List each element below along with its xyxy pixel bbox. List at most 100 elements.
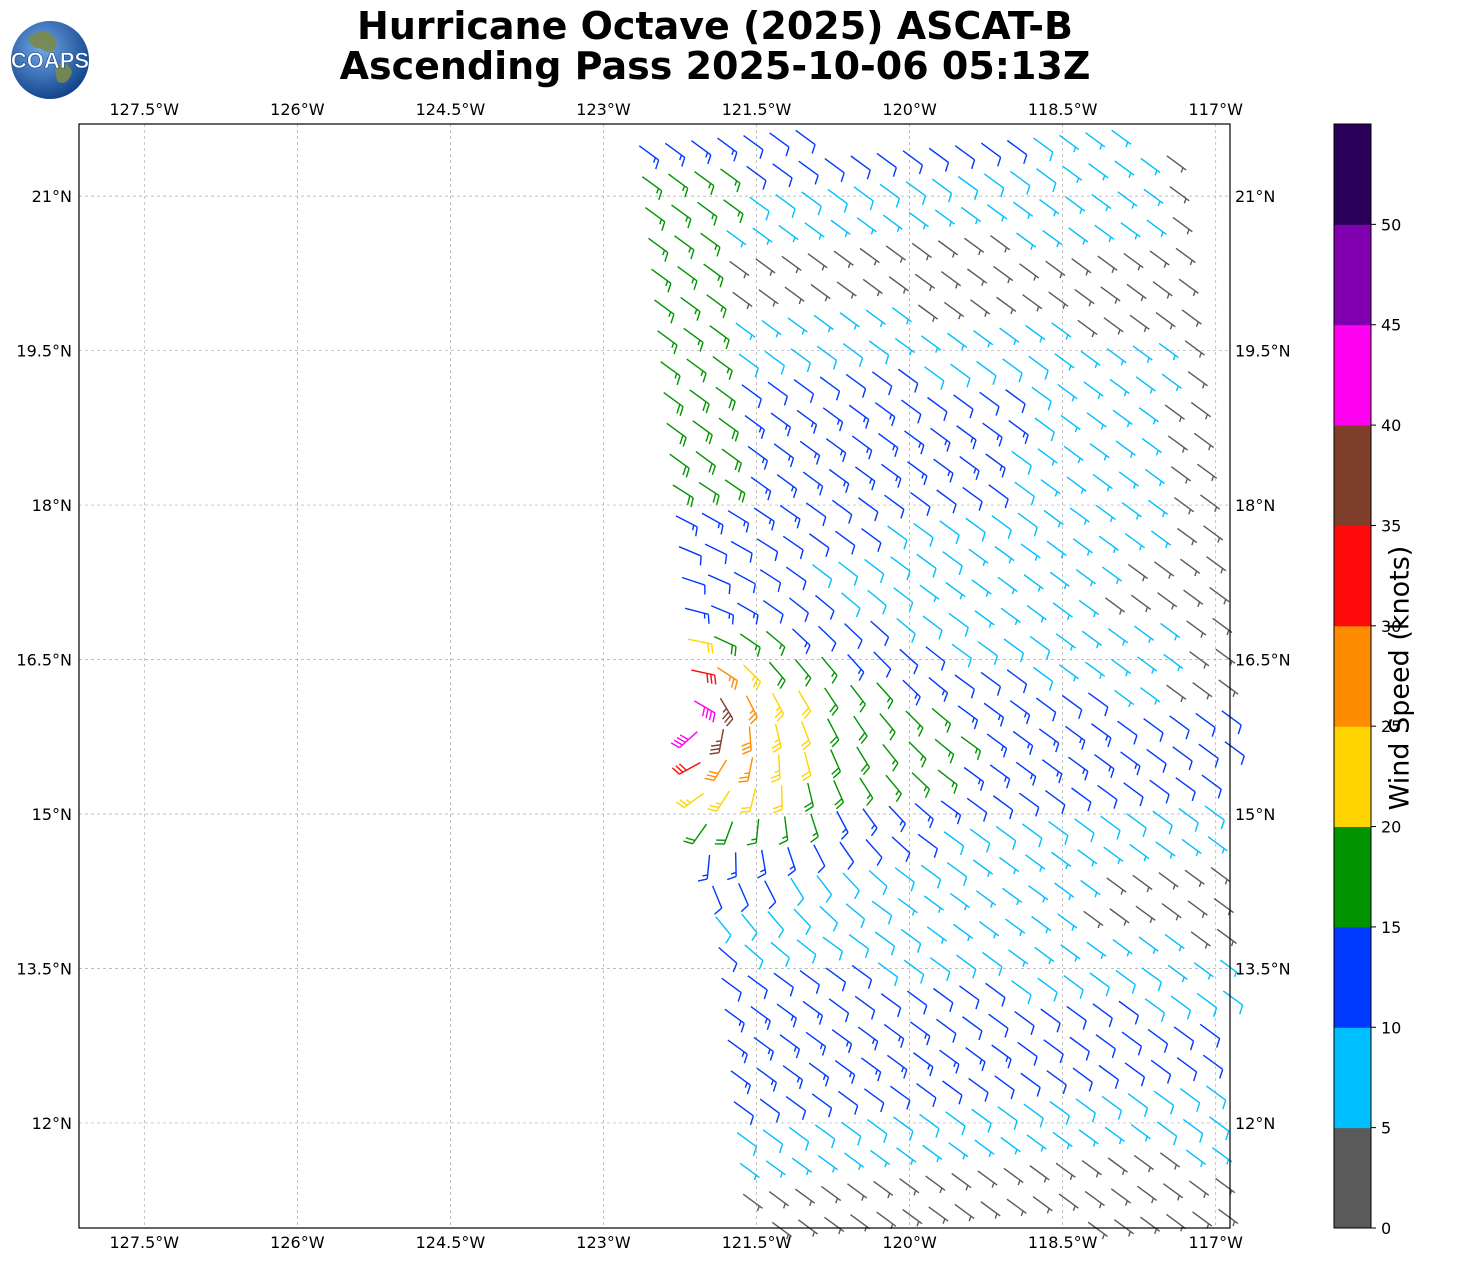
lon-tick-bottom: 126°W [270, 1233, 325, 1252]
barb-feather [918, 727, 924, 737]
barb-feather [809, 393, 815, 404]
barb-half-feather [1056, 771, 1060, 777]
barb-staff [1134, 625, 1155, 641]
barb-half-feather [1207, 974, 1211, 980]
wind-barb [1026, 1134, 1047, 1152]
wind-barb [750, 1006, 771, 1031]
wind-barb [1183, 589, 1204, 608]
barb-staff [1198, 743, 1219, 760]
wind-barb [1037, 977, 1058, 1002]
wind-barb [718, 946, 738, 973]
wind-barb [693, 700, 716, 723]
wind-barb [825, 438, 847, 463]
wind-barb [1031, 915, 1052, 934]
barb-feather [778, 1143, 784, 1154]
wind-barb [1109, 908, 1130, 926]
wind-barb [788, 597, 809, 622]
wind-barb [1023, 1103, 1044, 1128]
barb-staff [1115, 969, 1136, 986]
barb-feather [772, 1082, 778, 1092]
barb-staff [842, 343, 863, 359]
lat-tick-left: 13.5°N [16, 959, 72, 978]
barb-feather [693, 280, 698, 291]
wind-barb [1185, 1149, 1207, 1168]
barb-feather [1136, 765, 1141, 776]
wind-barb [768, 1191, 790, 1209]
barb-staff [864, 558, 885, 575]
barb-half-feather [993, 933, 997, 939]
wind-barb [976, 360, 997, 385]
barb-feather [712, 712, 716, 723]
barb-staff [979, 921, 1000, 937]
barb-half-feather [1077, 457, 1081, 464]
barb-half-feather [1108, 236, 1112, 243]
barb-feather [862, 766, 870, 776]
barb-staff [1195, 712, 1216, 729]
wind-barb [900, 928, 922, 953]
barb-feather [905, 852, 911, 863]
barb-half-feather [1177, 665, 1181, 672]
wind-barb [1032, 1196, 1053, 1214]
barb-staff [952, 923, 974, 940]
barb-half-feather [685, 216, 689, 222]
barb-feather [867, 979, 873, 989]
barb-feather [946, 723, 952, 733]
barb-feather [822, 516, 827, 527]
wind-barb [778, 224, 799, 243]
barb-half-feather [671, 342, 675, 348]
barb-half-feather [692, 524, 695, 531]
barb-feather [1091, 1112, 1097, 1123]
barb-feather [682, 465, 687, 476]
wind-barb [768, 661, 786, 689]
barb-half-feather [1198, 881, 1202, 888]
barb-staff [1162, 1183, 1184, 1199]
wind-barb [738, 882, 749, 913]
barb-feather [780, 365, 785, 375]
barb-half-feather [1016, 899, 1020, 906]
wind-barb [899, 648, 919, 675]
wind-barb [1062, 165, 1083, 184]
barb-staff [644, 206, 666, 223]
barb-half-feather [767, 1049, 771, 1055]
barb-staff [816, 875, 833, 895]
barb-feather [750, 716, 758, 725]
barb-half-feather [1180, 167, 1184, 173]
barb-half-feather [974, 748, 978, 754]
wind-barb [1160, 622, 1181, 641]
wind-barb [1126, 813, 1147, 838]
wind-barb [977, 1170, 998, 1188]
barb-staff [997, 1106, 1018, 1122]
barb-feather [1087, 801, 1092, 812]
wind-barb [1150, 1059, 1172, 1084]
wind-barb [867, 589, 887, 615]
wind-barb [691, 669, 717, 685]
wind-barb [986, 204, 1008, 222]
colorbar-bin [1334, 926, 1371, 1028]
wind-barb [923, 895, 945, 913]
wind-barb [945, 581, 966, 600]
wind-barb [711, 885, 723, 915]
lon-tick-bottom: 120°W [882, 1233, 937, 1252]
wind-barb [828, 468, 850, 493]
wind-barb [1015, 761, 1037, 786]
barb-staff [785, 566, 807, 582]
wind-barb [675, 792, 704, 809]
barb-feather [949, 754, 955, 764]
barb-half-feather [1147, 1167, 1152, 1173]
barb-staff [969, 828, 991, 844]
barb-staff [877, 962, 898, 978]
barb-feather [1217, 789, 1222, 799]
barb-half-feather [1045, 928, 1049, 934]
wind-barb [670, 731, 698, 749]
wind-barb [667, 173, 689, 198]
wind-barb [909, 1021, 931, 1046]
barb-staff [954, 674, 975, 690]
barb-feather [741, 806, 751, 810]
wind-barb [810, 813, 819, 843]
barb-half-feather [794, 516, 798, 523]
barb-half-feather [1013, 339, 1017, 346]
barb-staff [733, 1101, 754, 1117]
barb-feather [998, 437, 1003, 447]
barb-half-feather [1171, 604, 1175, 610]
barb-staff [950, 363, 971, 379]
